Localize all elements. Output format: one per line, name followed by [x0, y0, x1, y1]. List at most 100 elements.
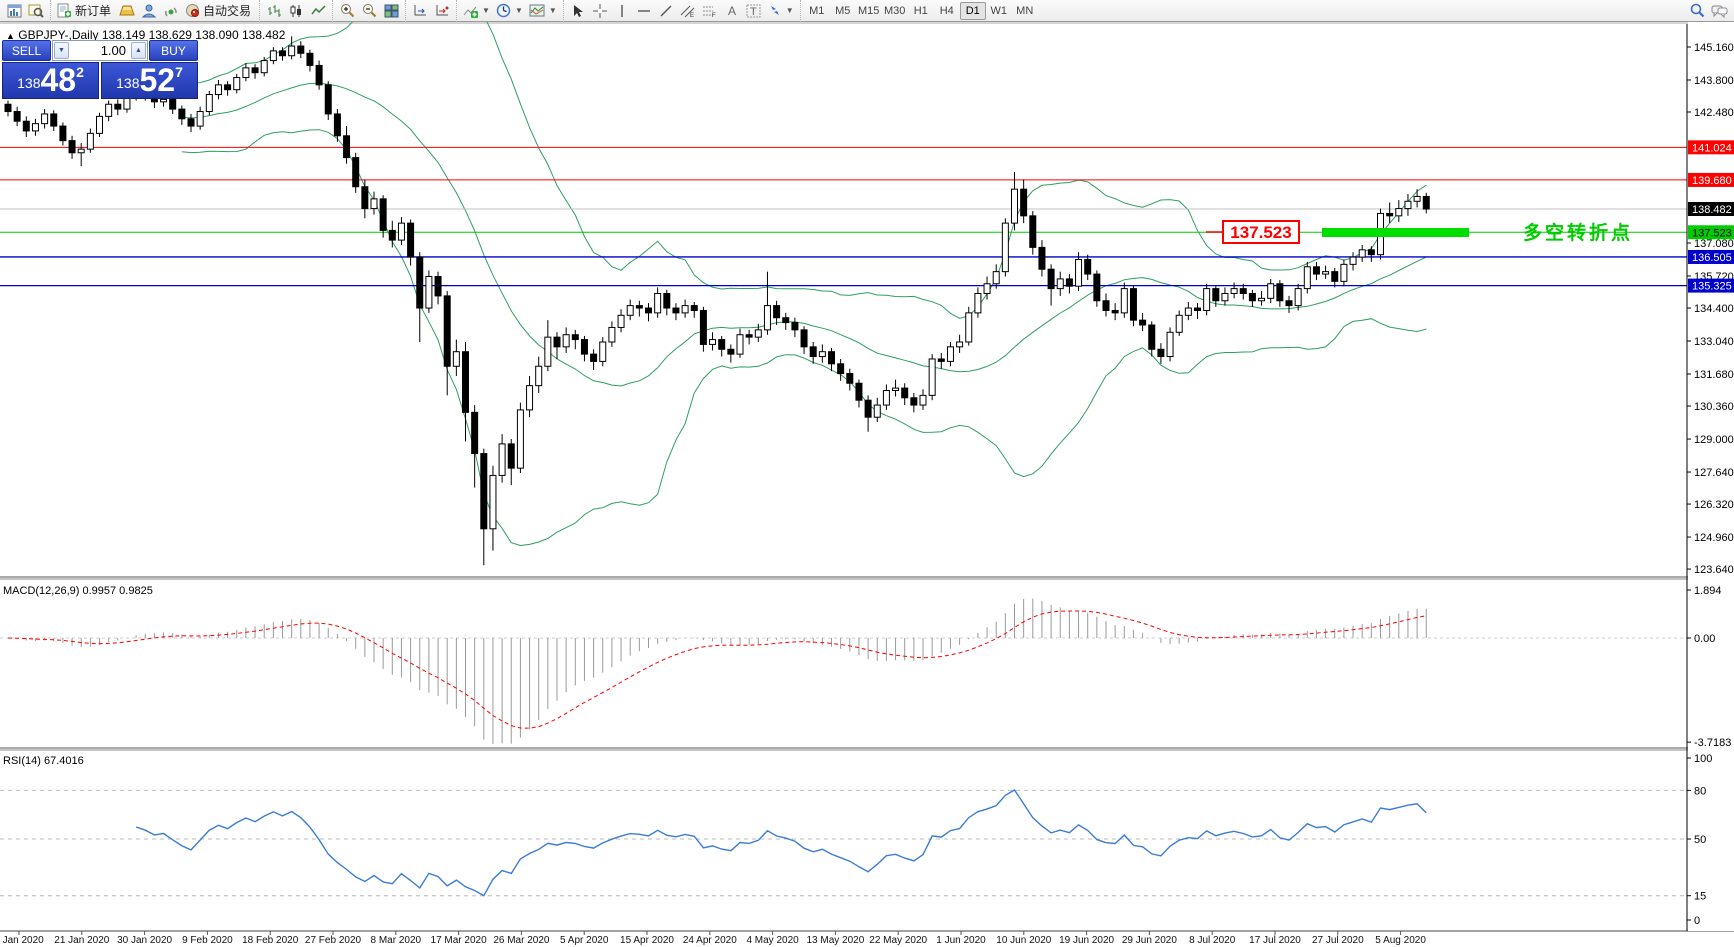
templates-caret-icon: ▼ — [548, 6, 557, 15]
autoscroll-icon — [436, 5, 449, 16]
pivot-label-text[interactable]: 多空转折点 — [1523, 221, 1633, 244]
price-tick-label: 137.080 — [1694, 238, 1734, 250]
crosshair-icon — [592, 3, 607, 18]
periods-button[interactable]: ▼ — [493, 1, 526, 20]
pivot-highlight-bar[interactable] — [1322, 228, 1469, 237]
profiles-button[interactable] — [25, 1, 47, 20]
crosshair-tool-button[interactable] — [589, 1, 611, 20]
signals-button[interactable] — [160, 1, 182, 20]
timeframe-d1[interactable]: D1 — [959, 1, 986, 20]
macd-signal-line — [7, 610, 1427, 729]
buy-price-display[interactable]: 138 52 7 — [101, 62, 198, 99]
timeframe-mn[interactable]: MN — [1016, 4, 1034, 17]
buy-button[interactable]: BUY — [149, 40, 198, 61]
rsi-panel: RSI(14) 67.4016 — [0, 755, 1687, 897]
timeframe-m5[interactable]: M5 — [835, 4, 851, 17]
vertical-line-tool-button[interactable] — [611, 1, 633, 20]
horizontal-level-lines[interactable] — [0, 146, 1687, 287]
time-axis[interactable]: 2 Jan 2020 21 Jan 2020 30 Jan 2020 9 Feb 20… — [0, 931, 1426, 946]
volume-spinner[interactable]: ▼ 1.00 ▲ — [52, 40, 148, 61]
bar-chart-type-button[interactable] — [263, 1, 285, 20]
timeframe-h1[interactable]: H1 — [913, 4, 928, 17]
volume-decrease-button[interactable]: ▼ — [54, 42, 69, 59]
trendline-tool-button[interactable] — [655, 1, 677, 20]
new-order-button[interactable]: 新订单 — [54, 1, 116, 20]
chart-shift-icon — [414, 5, 426, 16]
rsi-line — [135, 789, 1427, 897]
date-tick-label: 4 May 2020 — [746, 935, 799, 946]
zoom-in-button[interactable] — [336, 1, 358, 20]
candlestick-series — [4, 36, 1430, 566]
autotrading-label: 自动交易 — [203, 4, 252, 18]
indicators-icon — [463, 6, 479, 18]
arrows-icon — [770, 6, 779, 15]
vertical-line-icon — [621, 4, 623, 17]
chart-window: 137.523 多空转折点 MACD(12,26,9) 0.9957 0.9825 R… — [0, 22, 1734, 947]
date-tick-label: 8 Mar 2020 — [371, 935, 422, 946]
svg-text:E: E — [690, 13, 694, 18]
autotrading-icon — [186, 4, 200, 17]
autoscroll-button[interactable] — [431, 1, 453, 20]
channel-tool-button[interactable]: E — [677, 1, 699, 20]
autotrading-button[interactable]: 自动交易 — [182, 1, 256, 20]
date-tick-label: 8 Jul 2020 — [1189, 935, 1236, 946]
rsi-axis-label: 15 — [1694, 891, 1706, 903]
sell-price-display[interactable]: 138 48 2 — [2, 62, 99, 99]
line-chart-type-button[interactable] — [307, 1, 329, 20]
indicators-button[interactable]: ▼ — [460, 1, 493, 20]
tile-windows-icon — [384, 4, 399, 17]
deposit-button[interactable] — [116, 1, 138, 20]
price-badge-141.024 — [1688, 140, 1734, 155]
date-tick-label: 18 Feb 2020 — [242, 935, 299, 946]
timeframe-m1[interactable]: M1 — [809, 4, 825, 17]
templates-button[interactable]: ▼ — [526, 1, 560, 20]
price-badge-138.482 — [1688, 202, 1734, 216]
chart-title: ▲ GBPJPY-,Daily 138.149 138.629 138.090 … — [6, 28, 285, 42]
date-tick-label: 5 Apr 2020 — [560, 935, 609, 946]
price-badge-135.325 — [1688, 278, 1734, 293]
volume-value[interactable]: 1.00 — [100, 43, 126, 58]
volume-increase-button[interactable]: ▲ — [131, 42, 146, 59]
search-button[interactable] — [1686, 1, 1708, 20]
chat-button[interactable] — [1708, 1, 1731, 20]
bollinger-middle-band — [181, 82, 1427, 387]
horizontal-line-icon — [637, 9, 650, 12]
timeframe-h4[interactable]: H4 — [939, 4, 954, 17]
sell-button[interactable]: SELL — [2, 40, 51, 61]
price-tick-label: 130.360 — [1694, 401, 1734, 413]
gold-ingot-icon — [119, 5, 135, 16]
chat-icon — [1711, 5, 1728, 18]
price-badge-text: 141.024 — [1692, 142, 1732, 154]
signal-icon — [164, 6, 177, 16]
zoom-out-button[interactable] — [358, 1, 380, 20]
cursor-icon — [573, 4, 583, 17]
rsi-axis-label: 50 — [1694, 834, 1706, 846]
date-tick-label: 26 Mar 2020 — [493, 935, 550, 946]
chart-shift-button[interactable] — [409, 1, 431, 20]
fibonacci-tool-button[interactable]: F — [699, 1, 721, 20]
new-chart-button[interactable] — [3, 1, 25, 20]
date-tick-label: 13 May 2020 — [806, 935, 864, 946]
candlestick-type-button[interactable] — [285, 1, 307, 20]
text-tool-button[interactable]: A — [721, 1, 743, 20]
chart-annotations[interactable]: 137.523 多空转折点 — [1206, 220, 1633, 244]
sell-price-sup: 2 — [76, 64, 84, 80]
arrows-tool-button[interactable]: ▼ — [765, 1, 797, 20]
cursor-tool-button[interactable] — [567, 1, 589, 20]
timeframe-m30[interactable]: M30 — [884, 4, 906, 17]
tile-windows-button[interactable] — [380, 1, 402, 20]
text-label-icon: T — [746, 4, 761, 18]
horizontal-line-tool-button[interactable] — [633, 1, 655, 20]
level-annotation-box[interactable] — [1222, 220, 1300, 244]
bar-chart-icon — [268, 4, 282, 17]
ohlc-values: 138.149 138.629 138.090 138.482 — [101, 28, 286, 42]
timeframe-w1[interactable]: W1 — [990, 4, 1007, 17]
text-label-tool-button[interactable]: T — [743, 1, 765, 20]
new-order-label: 新订单 — [75, 4, 112, 18]
buy-price-sup: 7 — [175, 64, 183, 80]
community-button[interactable] — [138, 1, 160, 20]
macd-label: MACD(12,26,9) 0.9957 0.9825 — [3, 585, 153, 597]
timeframe-m15[interactable]: M15 — [858, 4, 880, 17]
price-axis[interactable]: 145.160143.800142.480137.080135.720134.4… — [1686, 22, 1734, 931]
date-tick-label: 29 Jun 2020 — [1122, 935, 1177, 946]
